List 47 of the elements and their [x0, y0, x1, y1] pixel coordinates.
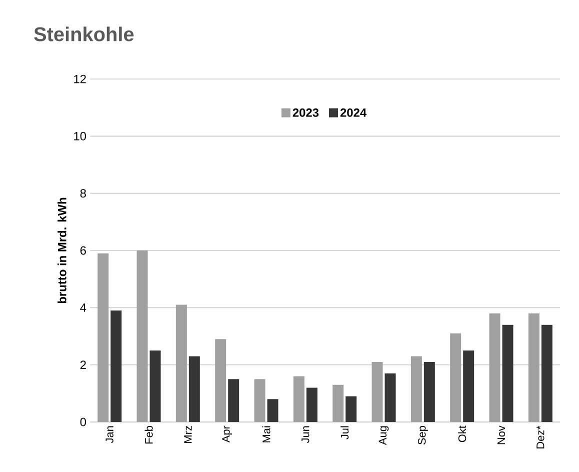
bar [110, 310, 122, 422]
bar [136, 250, 148, 422]
x-tick-label: Nov [497, 426, 506, 444]
bar [306, 388, 318, 422]
y-tick-label: 2 [80, 360, 86, 370]
x-tick-label: Feb [144, 426, 153, 444]
x-tick-label: Aug [378, 426, 389, 446]
x-tick-label: Okt [458, 426, 466, 442]
y-tick-label: 6 [80, 246, 86, 255]
bar [502, 324, 514, 422]
bar [528, 313, 540, 422]
bar [215, 339, 226, 422]
bar [372, 362, 383, 422]
y-tick-label: 10 [74, 132, 86, 140]
legend-label: 2024 [340, 108, 367, 117]
bar [332, 384, 344, 422]
legend-label: 2023 [292, 108, 319, 117]
x-tick-label: Jan [106, 426, 114, 444]
x-tick-label: Dez* [536, 426, 544, 448]
bar [450, 333, 462, 422]
x-tick-label: Mai [262, 426, 270, 442]
bar [541, 324, 552, 422]
bar [463, 350, 474, 422]
x-tick-label: Jul [340, 426, 349, 440]
x-tick-label: Mrz [184, 426, 192, 443]
y-tick-label: 4 [80, 304, 86, 312]
bar [346, 396, 357, 422]
bar [254, 379, 266, 422]
bar [489, 313, 500, 422]
bar [150, 350, 161, 422]
bar [410, 356, 422, 422]
bar [293, 376, 304, 422]
bar [98, 253, 109, 422]
chart-title: Steinkohle [34, 26, 134, 42]
x-tick-label: Apr [222, 426, 232, 443]
bar [424, 362, 435, 422]
x-tick-label: Sep [418, 426, 428, 445]
bar [267, 399, 278, 422]
y-axis-title: brutto in Mrd. kWh [58, 198, 66, 304]
y-tick-label: 0 [80, 418, 86, 426]
y-tick-label: 8 [80, 189, 86, 198]
x-tick-label: Jun [302, 426, 310, 444]
bar [228, 379, 240, 422]
y-tick-label: 12 [74, 74, 86, 84]
bar [176, 304, 187, 422]
bar [188, 356, 200, 422]
bar [384, 373, 396, 422]
